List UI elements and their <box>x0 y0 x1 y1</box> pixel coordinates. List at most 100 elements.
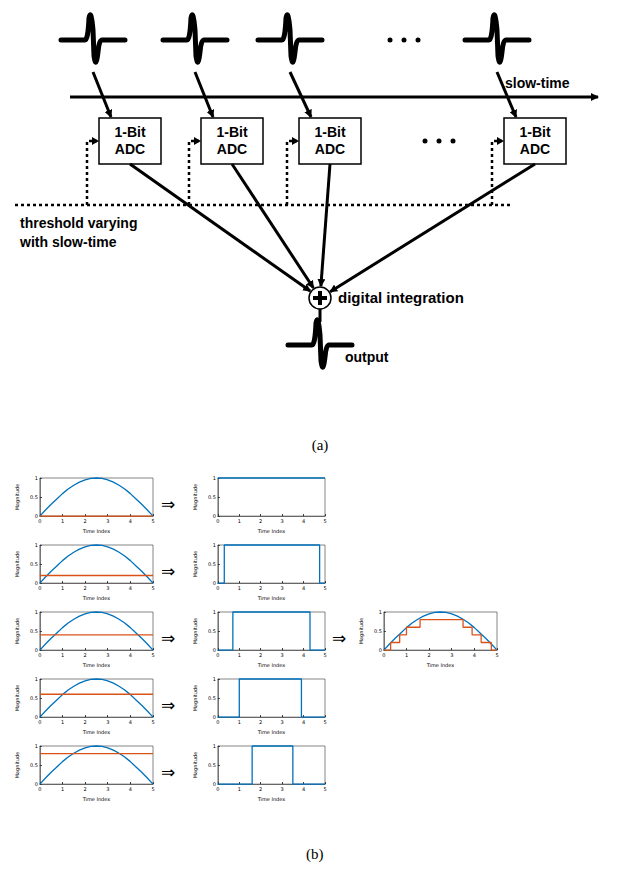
svg-text:4: 4 <box>302 652 305 658</box>
svg-text:digital integration: digital integration <box>338 289 464 306</box>
svg-text:Magnitude: Magnitude <box>14 484 21 511</box>
svg-text:0.5: 0.5 <box>208 695 216 701</box>
svg-text:0: 0 <box>38 786 41 792</box>
svg-text:3: 3 <box>281 719 284 725</box>
svg-text:3: 3 <box>106 719 109 725</box>
svg-text:Time Index: Time Index <box>82 796 111 802</box>
svg-text:2: 2 <box>259 786 262 792</box>
svg-text:1: 1 <box>61 652 64 658</box>
svg-text:4: 4 <box>302 786 305 792</box>
svg-text:0.5: 0.5 <box>208 494 216 500</box>
svg-text:5: 5 <box>151 786 154 792</box>
svg-text:1: 1 <box>35 609 38 615</box>
svg-text:5: 5 <box>323 585 326 591</box>
svg-text:Time Index: Time Index <box>257 729 286 735</box>
svg-text:Magnitude: Magnitude <box>192 685 199 712</box>
svg-text:Magnitude: Magnitude <box>14 551 21 578</box>
svg-text:0: 0 <box>216 585 219 591</box>
svg-text:0.5: 0.5 <box>208 561 216 567</box>
svg-text:4: 4 <box>129 786 132 792</box>
svg-text:Time Index: Time Index <box>257 528 286 534</box>
svg-text:0.5: 0.5 <box>30 494 38 500</box>
svg-text:4: 4 <box>302 585 305 591</box>
svg-text:Magnitude: Magnitude <box>14 618 21 645</box>
svg-text:ADC: ADC <box>315 141 345 157</box>
svg-text:3: 3 <box>281 518 284 524</box>
svg-text:1: 1 <box>213 542 216 548</box>
svg-text:Time Index: Time Index <box>82 729 111 735</box>
svg-text:2: 2 <box>84 585 87 591</box>
svg-text:Time Index: Time Index <box>82 528 111 534</box>
svg-text:3: 3 <box>106 518 109 524</box>
svg-text:2: 2 <box>259 719 262 725</box>
svg-text:4: 4 <box>129 585 132 591</box>
svg-text:1: 1 <box>238 786 241 792</box>
svg-text:with slow-time: with slow-time <box>19 234 117 250</box>
svg-text:0: 0 <box>216 652 219 658</box>
svg-text:0.5: 0.5 <box>208 628 216 634</box>
svg-text:1: 1 <box>61 518 64 524</box>
svg-text:ADC: ADC <box>115 141 145 157</box>
svg-text:2: 2 <box>84 786 87 792</box>
svg-text:threshold varying: threshold varying <box>20 215 137 231</box>
svg-text:Time Index: Time Index <box>426 662 455 668</box>
svg-text:0: 0 <box>216 786 219 792</box>
svg-text:0: 0 <box>216 719 219 725</box>
svg-text:1: 1 <box>35 676 38 682</box>
svg-text:3: 3 <box>450 652 453 658</box>
svg-text:2: 2 <box>428 652 431 658</box>
svg-text:2: 2 <box>259 585 262 591</box>
svg-text:1: 1 <box>213 676 216 682</box>
svg-text:1: 1 <box>238 719 241 725</box>
svg-text:5: 5 <box>323 652 326 658</box>
svg-text:0: 0 <box>382 652 385 658</box>
svg-text:Time Index: Time Index <box>82 662 111 668</box>
svg-text:slow-time: slow-time <box>505 75 570 91</box>
svg-text:3: 3 <box>281 585 284 591</box>
svg-text:2: 2 <box>84 518 87 524</box>
svg-text:4: 4 <box>129 652 132 658</box>
svg-text:5: 5 <box>151 719 154 725</box>
svg-text:1: 1 <box>35 475 38 481</box>
svg-text:5: 5 <box>151 518 154 524</box>
svg-text:Magnitude: Magnitude <box>192 551 199 578</box>
svg-text:Magnitude: Magnitude <box>192 618 199 645</box>
svg-text:1-Bit: 1-Bit <box>314 124 345 140</box>
svg-text:0.5: 0.5 <box>30 561 38 567</box>
svg-text:ADC: ADC <box>520 141 550 157</box>
svg-text:5: 5 <box>323 518 326 524</box>
svg-text:4: 4 <box>129 518 132 524</box>
svg-text:4: 4 <box>129 719 132 725</box>
svg-text:1: 1 <box>213 475 216 481</box>
svg-text:1: 1 <box>35 743 38 749</box>
svg-text:1: 1 <box>238 585 241 591</box>
svg-text:1-Bit: 1-Bit <box>114 124 145 140</box>
svg-text:4: 4 <box>473 652 476 658</box>
svg-text:output: output <box>345 349 389 365</box>
svg-text:1: 1 <box>61 585 64 591</box>
svg-text:1: 1 <box>238 518 241 524</box>
svg-text:3: 3 <box>106 786 109 792</box>
svg-text:Magnitude: Magnitude <box>192 484 199 511</box>
svg-text:5: 5 <box>323 786 326 792</box>
svg-text:0.5: 0.5 <box>30 695 38 701</box>
svg-text:1: 1 <box>379 609 382 615</box>
svg-text:0: 0 <box>38 652 41 658</box>
svg-text:4: 4 <box>302 719 305 725</box>
svg-text:0: 0 <box>38 585 41 591</box>
svg-text:Time Index: Time Index <box>82 595 111 601</box>
svg-text:Time Index: Time Index <box>257 595 286 601</box>
svg-text:Magnitude: Magnitude <box>192 752 199 779</box>
svg-text:0.5: 0.5 <box>208 762 216 768</box>
svg-text:Magnitude: Magnitude <box>14 752 21 779</box>
svg-text:1: 1 <box>35 542 38 548</box>
svg-text:3: 3 <box>106 585 109 591</box>
svg-text:2: 2 <box>84 719 87 725</box>
svg-text:Magnitude: Magnitude <box>14 685 21 712</box>
svg-text:4: 4 <box>302 518 305 524</box>
svg-text:0: 0 <box>38 518 41 524</box>
svg-text:0: 0 <box>216 518 219 524</box>
svg-text:1-Bit: 1-Bit <box>519 124 550 140</box>
svg-text:5: 5 <box>495 652 498 658</box>
svg-text:0.5: 0.5 <box>30 762 38 768</box>
